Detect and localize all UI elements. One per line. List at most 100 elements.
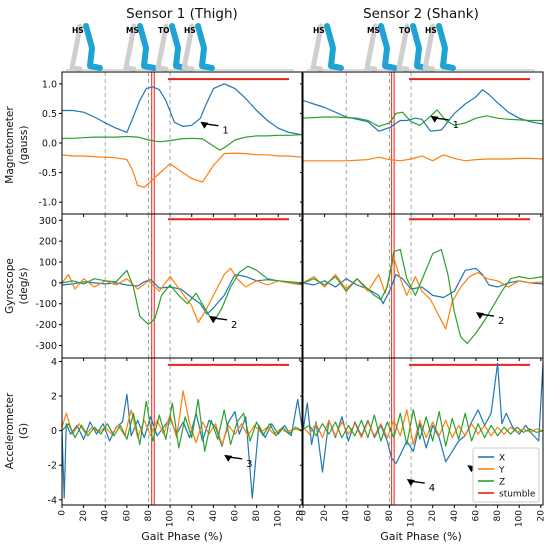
- gait-event-label: TO: [399, 26, 411, 35]
- xtick-label: 20: [187, 510, 197, 522]
- series-z: [62, 265, 302, 326]
- xtick-label: 20: [295, 510, 305, 522]
- gait-figure: [181, 23, 215, 72]
- annotation-label: 3: [246, 459, 252, 470]
- panel-s2-magnetometer: 1: [300, 71, 544, 217]
- xlabel-left: Gait Phase (%): [141, 530, 223, 543]
- legend-box: [472, 447, 540, 503]
- panel-s2-gyroscope: 2: [300, 213, 544, 361]
- panel-frame: [61, 357, 303, 506]
- series-y: [62, 267, 302, 324]
- series-x: [303, 89, 543, 132]
- ylabel-magnetometer: Magnetometer (gauss): [4, 106, 30, 184]
- ytick-label: -2: [48, 461, 57, 472]
- panel-s1-gyroscope: -300 -200 -100 0 100 200 300 2: [35, 213, 303, 361]
- gait-figure: [310, 23, 344, 72]
- ytick-label: 300: [39, 216, 57, 227]
- xtick-label: 100: [274, 510, 284, 527]
- xtick-label: 80: [252, 510, 262, 522]
- gait-event-label: HS: [425, 26, 437, 35]
- ytick-label: 0: [51, 426, 57, 437]
- gait-strip-sensor2: HS MS TO HS: [307, 23, 535, 72]
- panel-s2-accelerometer: 020406080100204060801002043: [299, 357, 546, 527]
- xtick-label: 0: [58, 510, 68, 516]
- panel-frame: [302, 71, 544, 215]
- svg-text:(gauss): (gauss): [18, 126, 30, 165]
- xtick-label: 60: [230, 510, 240, 522]
- annotation-arrowhead: [224, 454, 233, 462]
- gait-strip-sensor1: HS MS TO HS: [66, 23, 294, 72]
- ytick-label: 0.5: [42, 109, 57, 120]
- gait-event-label: TO: [158, 26, 170, 35]
- gait-figure: [364, 23, 398, 72]
- col-title-sensor2: Sensor 2 (Shank): [363, 6, 479, 22]
- xtick-label: 40: [450, 510, 460, 522]
- svg-text:(deg/s): (deg/s): [18, 268, 30, 305]
- ytick-label: 0.0: [42, 139, 57, 150]
- series-x: [62, 393, 302, 499]
- annotation-arrowhead: [406, 479, 415, 487]
- series-x: [303, 362, 543, 473]
- gait-event-label: HS: [313, 26, 325, 35]
- gait-event-label: HS: [72, 26, 84, 35]
- gait-figure: [123, 23, 157, 72]
- annotation-label: 4: [429, 483, 435, 494]
- xtick-label: 80: [144, 510, 154, 522]
- ytick-label: 1.0: [42, 79, 57, 90]
- ytick-label: 0: [51, 278, 57, 289]
- panel-frame: [61, 71, 303, 215]
- gait-event-label: MS: [126, 26, 139, 35]
- series-x: [303, 267, 543, 305]
- xtick-label: 0: [299, 510, 309, 516]
- ytick-label: -200: [35, 320, 57, 331]
- series-y: [303, 154, 543, 162]
- gait-figure: [422, 23, 456, 72]
- xtick-label: 100: [515, 510, 525, 527]
- ytick-label: 100: [39, 258, 57, 269]
- series-z: [303, 248, 543, 344]
- annotation-arrowhead: [200, 121, 209, 129]
- ytick-label: -100: [35, 299, 57, 310]
- xtick-label: 100: [407, 510, 417, 527]
- series-z: [303, 409, 543, 447]
- svg-text:Accelerometer: Accelerometer: [4, 392, 16, 469]
- ytick-label: -4: [48, 495, 57, 506]
- panel-frame: [302, 357, 544, 506]
- ylabel-gyroscope: Gyroscope (deg/s): [4, 258, 30, 314]
- xtick-label: 60: [363, 510, 373, 522]
- legend-label: X: [499, 454, 505, 464]
- annotation-label: 2: [498, 316, 504, 327]
- ytick-label: -0.5: [38, 168, 57, 179]
- legend-label: stumble: [499, 490, 536, 500]
- gait-figure: [69, 23, 103, 72]
- ytick-label: -300: [35, 341, 57, 352]
- xtick-label: 40: [209, 510, 219, 522]
- series-z: [303, 109, 543, 128]
- panels: -1.0-0.50.00.51.011-300-200-100010020030…: [35, 71, 546, 527]
- legend-label: Z: [499, 478, 505, 488]
- xtick-label: 40: [342, 510, 352, 522]
- ytick-label: 200: [39, 237, 57, 248]
- xtick-label: 20: [428, 510, 438, 522]
- series-z: [62, 398, 302, 452]
- series-y: [62, 152, 302, 188]
- panel-s1-magnetometer: -1.0 -0.5 0.0 0.5 1.0 1: [38, 71, 303, 217]
- xtick-label: 40: [101, 510, 111, 522]
- series-z: [62, 134, 302, 151]
- gait-figure: [396, 23, 430, 72]
- xtick-label: 20: [79, 510, 89, 522]
- annotation-label: 1: [222, 126, 228, 137]
- xlabel-right: Gait Phase (%): [380, 530, 462, 543]
- ytick-label: 2: [51, 392, 57, 403]
- series-x: [62, 83, 302, 136]
- col-title-sensor1: Sensor 1 (Thigh): [126, 6, 238, 22]
- series-x: [62, 273, 302, 315]
- svg-text:Magnetometer: Magnetometer: [4, 106, 16, 184]
- gait-event-label: HS: [184, 26, 196, 35]
- xtick-label: 60: [471, 510, 481, 522]
- series-y: [62, 390, 302, 446]
- annotation-label: 1: [453, 120, 459, 131]
